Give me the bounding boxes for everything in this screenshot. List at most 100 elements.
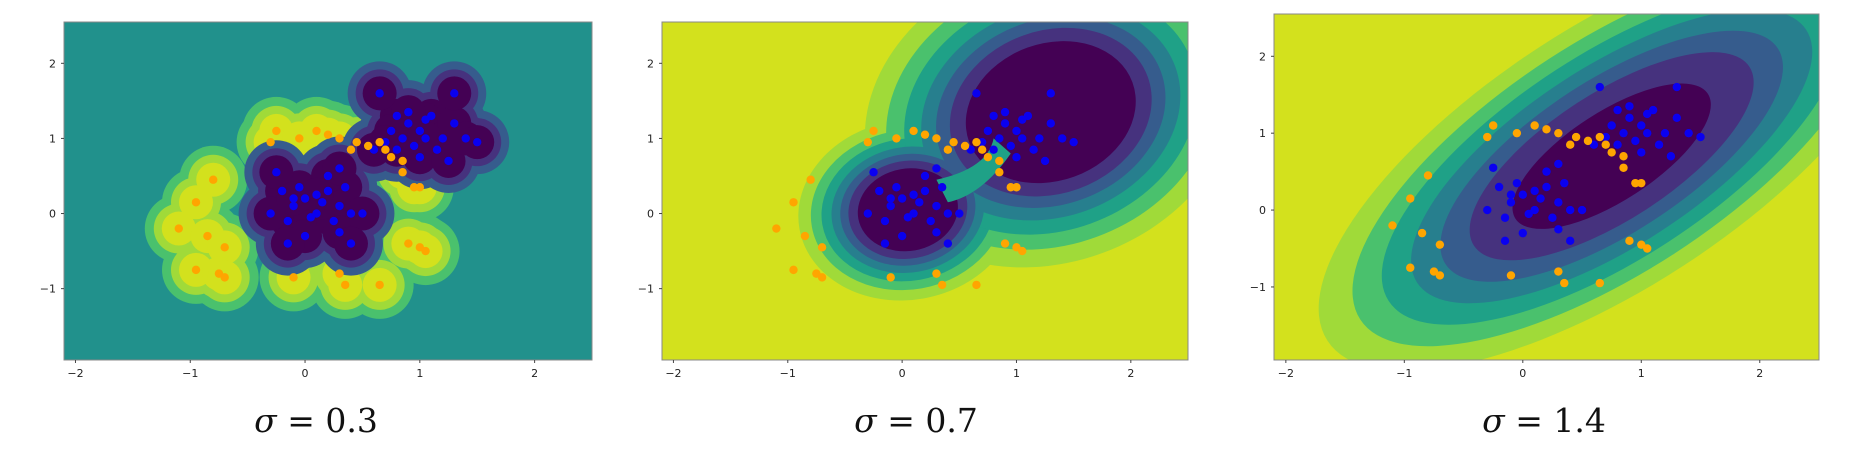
blue-point [306, 213, 315, 222]
orange-point [375, 280, 384, 290]
blue-point [1046, 119, 1055, 128]
orange-point [272, 126, 281, 136]
x-tick-label: 0 [1519, 367, 1526, 380]
orange-point [1406, 263, 1415, 272]
blue-point [329, 216, 338, 226]
blue-point [937, 183, 947, 192]
y-tick-label: 1 [49, 132, 56, 145]
sigma-value: = 1.4 [1515, 401, 1606, 440]
blue-point [1494, 182, 1504, 192]
blue-point [358, 209, 367, 218]
orange-point [1643, 244, 1652, 253]
orange-point [995, 156, 1004, 166]
orange-point [398, 156, 407, 166]
blue-point [1518, 228, 1528, 238]
blue-point [1601, 132, 1610, 142]
x-tick-label: −1 [182, 367, 198, 380]
x-tick-label: 1 [1013, 367, 1020, 380]
plot-frame [1273, 13, 1820, 361]
orange-point [1435, 240, 1445, 249]
blue-point [863, 209, 873, 218]
orange-point [1637, 178, 1646, 188]
contour-bridge [936, 138, 1011, 203]
blue-point [1613, 140, 1622, 149]
blue-point [335, 164, 344, 173]
y-tick-label: −1 [40, 283, 56, 296]
blue-point [1524, 209, 1533, 219]
sigma-symbol: σ [1482, 401, 1515, 440]
blue-point [983, 126, 993, 136]
blue-point [932, 164, 941, 173]
orange-point [920, 130, 930, 139]
orange-point [1406, 194, 1415, 203]
blue-point [1625, 102, 1634, 111]
blue-point [1500, 213, 1510, 222]
blue-point [1648, 105, 1658, 115]
y-tick-label: 1 [1259, 127, 1266, 140]
y-tick-label: 0 [1259, 204, 1266, 217]
orange-point [960, 141, 970, 151]
x-tick-label: −1 [780, 367, 796, 380]
orange-point [863, 137, 873, 147]
orange-point [1595, 132, 1605, 142]
blue-point [1643, 128, 1652, 138]
orange-point [1530, 121, 1539, 130]
x-tick-label: 0 [899, 367, 906, 380]
blue-point [323, 186, 333, 196]
blue-point [1029, 145, 1038, 154]
orange-point [1595, 278, 1605, 288]
blue-point [341, 183, 350, 192]
x-tick-label: 1 [1638, 367, 1645, 380]
x-tick-label: 2 [1127, 367, 1134, 380]
blue-point [995, 134, 1004, 143]
orange-point [415, 183, 425, 192]
blue-point [1483, 205, 1492, 215]
blue-point [346, 209, 356, 218]
orange-point [806, 175, 815, 184]
panel-caption: σ = 1.4 [1482, 401, 1606, 440]
chart-panel-3: −2 −1 0 1 2 2 1 0 −1 σ = 1.4 [1250, 13, 1820, 440]
orange-point [943, 145, 953, 154]
orange-point [817, 243, 827, 252]
blue-point [381, 137, 390, 147]
orange-point [1506, 271, 1516, 280]
blue-point [1560, 178, 1569, 188]
orange-point [932, 134, 941, 143]
blue-point [1012, 153, 1021, 162]
orange-point [352, 137, 361, 147]
blue-point [438, 134, 447, 143]
blue-point [450, 119, 459, 128]
blue-point [1672, 82, 1682, 92]
blue-point [897, 194, 907, 203]
x-tick-label: −2 [665, 367, 681, 380]
y-tick-label: 0 [647, 208, 654, 221]
blue-point [932, 201, 941, 211]
blue-point [926, 216, 935, 226]
blue-point [1518, 190, 1528, 199]
sigma-value: = 0.3 [287, 401, 378, 440]
plot-frame [63, 21, 593, 361]
blue-point [1589, 140, 1599, 149]
blue-point [404, 107, 413, 117]
chart-panel-2: −2 −1 0 1 2 2 1 0 −1 σ = 0.7 [638, 21, 1189, 440]
blue-point [1577, 205, 1587, 215]
orange-point [409, 183, 419, 192]
blue-point [1554, 159, 1563, 169]
blue-point [1035, 134, 1044, 143]
orange-point [209, 175, 218, 184]
orange-point [1423, 171, 1433, 180]
blue-point [1012, 126, 1021, 136]
blue-point [886, 194, 895, 203]
orange-point [335, 269, 344, 278]
blue-point [450, 89, 459, 98]
blue-point [920, 186, 930, 196]
plot-frame [661, 21, 1189, 361]
blue-point [989, 145, 998, 154]
blue-point [1595, 82, 1605, 92]
blue-point [300, 231, 310, 241]
blue-point [1488, 163, 1498, 172]
blue-point [1506, 198, 1516, 207]
orange-point [1488, 121, 1498, 130]
orange-point [1619, 152, 1628, 161]
orange-point [1571, 132, 1581, 142]
